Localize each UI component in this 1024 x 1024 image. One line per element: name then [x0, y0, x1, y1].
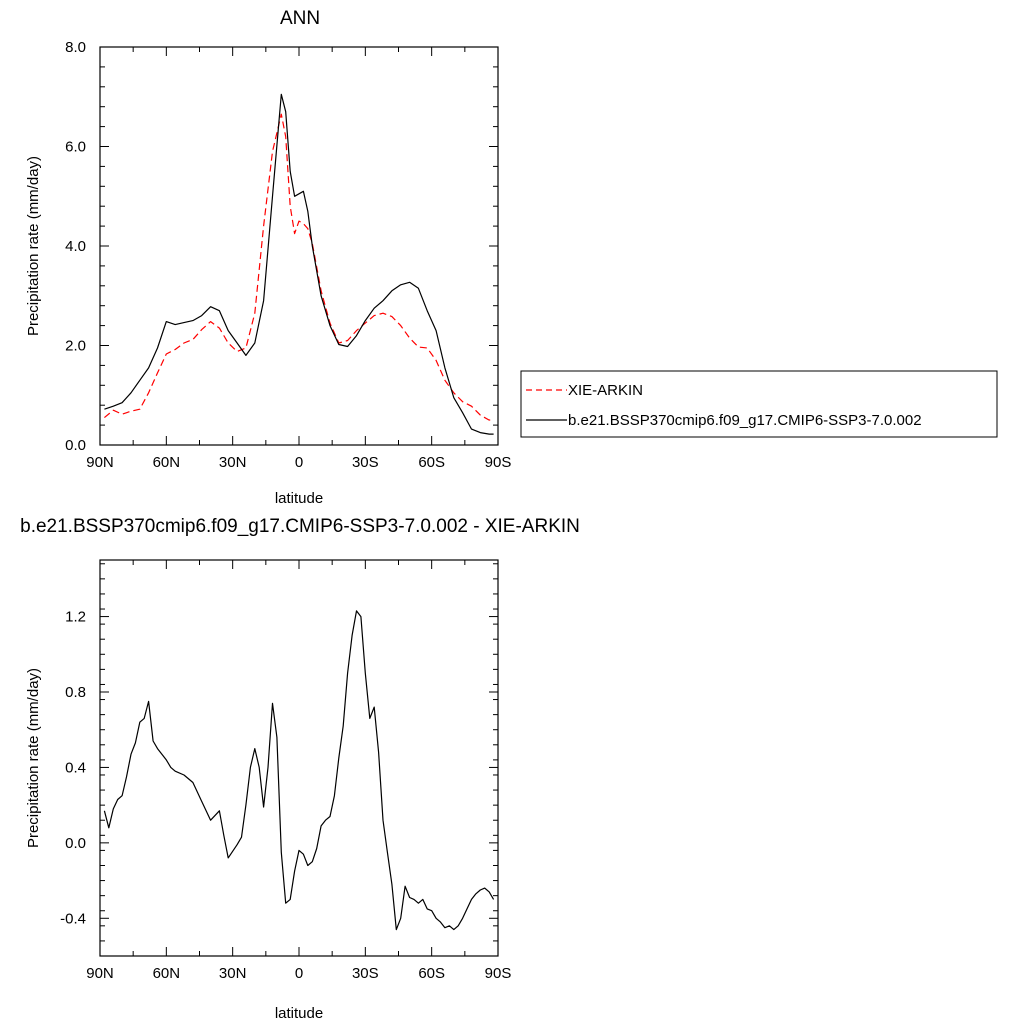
y-tick-label: 6.0 [65, 139, 86, 156]
x-tick-label: 30N [219, 965, 247, 982]
x-tick-label: 30S [352, 454, 379, 471]
y-tick-label: 0.0 [65, 437, 86, 454]
y-tick-label: 0.4 [65, 759, 86, 776]
x-tick-label: 60N [153, 454, 181, 471]
top-axis-ticks: 90N 60N 30N 0 30S 60S 90S 0.0 2.0 4.0 6.0 8.0 [65, 39, 511, 471]
legend-label-xie-arkin: XIE-ARKIN [568, 382, 643, 399]
x-tick-label: 60S [418, 454, 445, 471]
y-tick-label: 8.0 [65, 39, 86, 56]
bottom-chart-title: b.e21.BSSP370cmip6.f09_g17.CMIP6-SSP3-7.… [20, 516, 580, 537]
x-tick-label: 90S [485, 454, 512, 471]
difference-series-line [103, 610, 495, 931]
top-panel: ANN 90N 60N 30N 0 30S 60S 90S 0.0 2.0 4.0 6.0 8.0 l… [25, 8, 511, 507]
legend: XIE-ARKIN b.e21.BSSP370cmip6.f09_g17.CMI… [520, 370, 998, 438]
series-line-b-e21-bssp370cmip6-f09-g17-cmip6-ssp3-7-0-002 [104, 93, 494, 435]
y-tick-label: 0.0 [65, 835, 86, 852]
series-line-xie-arkin [104, 113, 494, 421]
y-tick-label: 2.0 [65, 338, 86, 355]
top-y-axis-label: Precipitation rate (mm/day) [25, 156, 42, 336]
top-x-axis-label: latitude [275, 490, 323, 507]
x-tick-label: 90S [485, 965, 512, 982]
top-chart-title: ANN [280, 8, 320, 29]
bottom-axis-ticks: 90N 60N 30N 0 30S 60S 90S -0.4 0.0 0.4 0.8 1.2 [60, 560, 511, 982]
x-tick-label: 90N [86, 454, 114, 471]
y-tick-label: 1.2 [65, 609, 86, 626]
y-tick-label: -0.4 [60, 910, 86, 927]
bottom-series-lines [103, 610, 495, 931]
x-tick-label: 90N [86, 965, 114, 982]
x-tick-label: 60N [153, 965, 181, 982]
x-tick-label: 0 [295, 454, 303, 471]
x-tick-label: 0 [295, 965, 303, 982]
bottom-y-axis-label: Precipitation rate (mm/day) [25, 668, 42, 848]
legend-label-model: b.e21.BSSP370cmip6.f09_g17.CMIP6-SSP3-7.… [568, 412, 922, 429]
y-tick-label: 0.8 [65, 684, 86, 701]
bottom-x-axis-label: latitude [275, 1005, 323, 1022]
x-tick-label: 30N [219, 454, 247, 471]
x-tick-label: 60S [418, 965, 445, 982]
legend-box [520, 370, 998, 438]
top-series-lines [104, 93, 494, 435]
y-tick-label: 4.0 [65, 238, 86, 255]
bottom-panel: b.e21.BSSP370cmip6.f09_g17.CMIP6-SSP3-7.… [20, 516, 580, 1022]
x-tick-label: 30S [352, 965, 379, 982]
